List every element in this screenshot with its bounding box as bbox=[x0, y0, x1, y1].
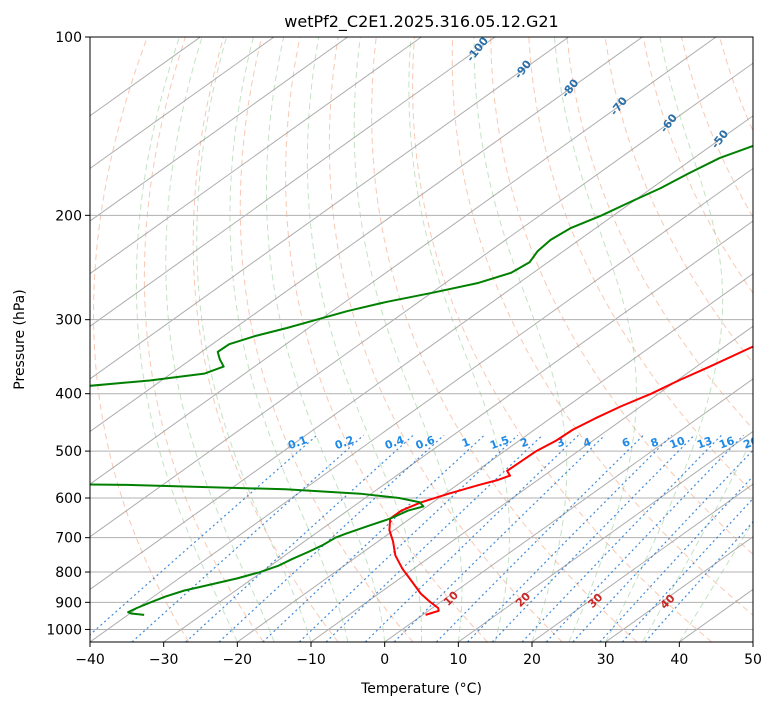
y-tick-label: 700 bbox=[55, 531, 82, 547]
x-tick-label: 50 bbox=[744, 652, 762, 668]
y-tick-label: 600 bbox=[55, 491, 82, 507]
x-tick-label: 40 bbox=[670, 652, 688, 668]
x-tick-label: 10 bbox=[449, 652, 467, 668]
x-tick-label: −10 bbox=[296, 652, 326, 668]
x-tick-label: 20 bbox=[523, 652, 541, 668]
y-tick-label: 200 bbox=[55, 208, 82, 224]
y-tick-label: 1000 bbox=[46, 622, 82, 638]
y-tick-label: 500 bbox=[55, 444, 82, 460]
x-tick-label: −20 bbox=[223, 652, 253, 668]
y-axis-label: Pressure (hPa) bbox=[12, 289, 28, 389]
x-tick-label: 0 bbox=[380, 652, 389, 668]
x-axis-label: Temperature (°C) bbox=[360, 681, 482, 697]
x-tick-label: −30 bbox=[149, 652, 179, 668]
y-tick-label: 900 bbox=[55, 595, 82, 611]
y-tick-label: 800 bbox=[55, 565, 82, 581]
x-tick-label: 30 bbox=[597, 652, 615, 668]
y-tick-label: 300 bbox=[55, 313, 82, 329]
chart-title: wetPf2_C2E1.2025.316.05.12.G21 bbox=[284, 12, 558, 32]
x-tick-label: −40 bbox=[75, 652, 105, 668]
y-tick-label: 100 bbox=[55, 30, 82, 46]
y-tick-label: 400 bbox=[55, 387, 82, 403]
